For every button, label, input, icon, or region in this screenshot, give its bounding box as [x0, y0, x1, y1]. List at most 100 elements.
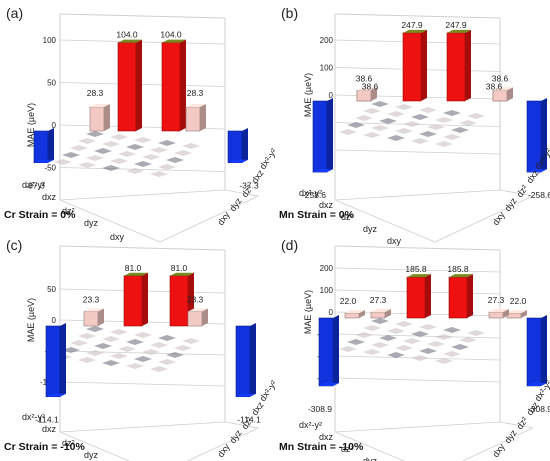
- bar-value-label: -37.3: [239, 181, 259, 191]
- y-axis-title: MAE (µeV): [303, 290, 313, 334]
- floor-tile: [166, 352, 184, 358]
- floor-tile: [419, 131, 437, 137]
- floor-tile: [387, 328, 405, 334]
- floor-tile: [62, 152, 80, 158]
- floor-tile: [435, 334, 453, 340]
- bar-top: [493, 87, 513, 91]
- bar-value-label: -308.9: [308, 404, 332, 414]
- floor-tile: [395, 345, 413, 351]
- floor-tile: [102, 360, 120, 366]
- bar: [33, 130, 49, 164]
- orbital-label-left: dxz: [42, 424, 57, 434]
- bar-top: [186, 103, 206, 107]
- floor-tile: [371, 342, 389, 348]
- bar: [446, 32, 466, 102]
- floor-tile: [126, 339, 144, 345]
- orbital-label-left: dx²-y²: [299, 188, 322, 198]
- y-tick-label: 50: [47, 79, 56, 88]
- bar: [45, 325, 61, 398]
- panel-label: (a): [6, 5, 23, 21]
- floor-tile: [467, 113, 485, 119]
- strain-label: Cr Strain = 0%: [4, 209, 76, 221]
- bar-side: [136, 39, 142, 131]
- bar-side: [467, 274, 473, 318]
- orbital-label-right: dxy: [215, 442, 232, 460]
- floor-tile: [86, 155, 104, 161]
- top-edge-line: [59, 245, 226, 251]
- bar-value-label: -258.6: [528, 190, 550, 200]
- orbital-label-left: dxz: [42, 192, 57, 202]
- floor-tile: [174, 345, 192, 351]
- bar-value-label: 104.0: [160, 30, 182, 40]
- strain-label: Mn Strain = 0%: [279, 209, 355, 221]
- floor-tile: [379, 118, 397, 124]
- floor-tile: [411, 355, 429, 361]
- orbital-label-right: dz²: [514, 415, 529, 431]
- chart-panel-4: -300-200-1000100200185.8185.822.022.027.…: [279, 237, 550, 461]
- bar-value-label: -308.9: [528, 404, 550, 414]
- bar-side: [104, 103, 110, 131]
- gridline: [59, 350, 226, 356]
- floor-tile: [150, 342, 168, 348]
- floor-tile: [86, 350, 104, 356]
- y-axis-title: MAE (µeV): [26, 298, 36, 342]
- floor-tile: [387, 111, 405, 117]
- floor-tile: [427, 124, 445, 130]
- strain-label: Mn Strain = -10%: [279, 441, 364, 453]
- bar-top: [447, 29, 471, 33]
- bar-top: [345, 310, 365, 314]
- floor-tile: [363, 108, 381, 114]
- floor-tile: [387, 135, 405, 141]
- floor-tile: [435, 358, 453, 364]
- bar-side: [60, 323, 66, 397]
- bar: [356, 90, 372, 102]
- floor-outline: [59, 421, 260, 461]
- floor-outline: [334, 189, 535, 243]
- orbital-label-left: dyz: [363, 224, 378, 234]
- floor-tile: [443, 110, 461, 116]
- floor-tile: [403, 338, 421, 344]
- bar-value-label: 38.6: [492, 73, 509, 83]
- y-tick-label: 100: [320, 64, 334, 73]
- bar-side: [180, 39, 186, 131]
- orbital-label-left: dz²: [341, 212, 354, 222]
- floor-tile: [158, 359, 176, 365]
- floor-tile: [411, 114, 429, 120]
- floor-tile: [182, 338, 200, 344]
- floor-tile: [467, 330, 485, 336]
- floor-tile: [126, 144, 144, 150]
- chart-panel-3: -100-5005081.081.023.323.3-114.1-114.1MA…: [4, 237, 279, 461]
- y-tick-label: -50: [44, 164, 56, 173]
- y-tick-label: 50: [47, 285, 56, 294]
- bar-value-label: 185.8: [405, 264, 427, 274]
- bar-side: [200, 103, 206, 131]
- bar-value-label: 22.0: [510, 296, 527, 306]
- floor-tile: [102, 336, 120, 342]
- bar-value-label: 104.0: [116, 30, 138, 40]
- floor-tile: [110, 134, 128, 140]
- bar-side: [98, 308, 104, 326]
- bar-value-label: 28.3: [87, 88, 104, 98]
- bar-top: [188, 308, 208, 312]
- y-tick-label: 0: [329, 308, 334, 317]
- floor-tile: [451, 127, 469, 133]
- bar: [123, 275, 143, 327]
- bar-value-label: 23.3: [187, 295, 204, 305]
- floor-tile: [78, 333, 96, 339]
- bar-side: [507, 87, 513, 101]
- bar-value-label: 185.8: [447, 264, 469, 274]
- bar-top: [228, 159, 248, 163]
- bar-side: [359, 310, 365, 318]
- floor-tile: [70, 145, 88, 151]
- bar-value-label: 27.3: [488, 295, 505, 305]
- bar: [488, 311, 504, 319]
- floor-tile: [86, 131, 104, 137]
- bar: [185, 106, 201, 132]
- floor-tile: [363, 349, 381, 355]
- bar-top: [489, 308, 509, 312]
- floor-tile: [427, 341, 445, 347]
- bar-value-label: 38.6: [486, 81, 503, 91]
- bar-side: [425, 274, 431, 318]
- gridline: [334, 377, 501, 383]
- bar-value-label: 22.0: [340, 296, 357, 306]
